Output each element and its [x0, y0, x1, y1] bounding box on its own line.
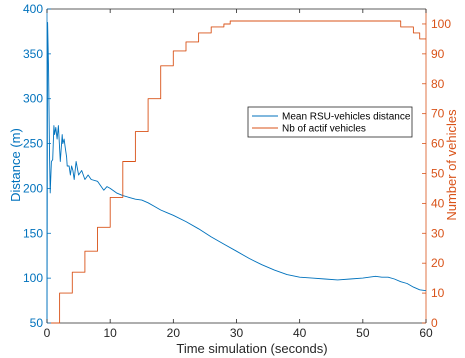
- legend: Mean RSU-vehicles distance Nb of actif v…: [247, 106, 413, 138]
- x-tick-label: 40: [293, 326, 307, 340]
- plot-background: [47, 9, 426, 323]
- left-tick-label: 250: [23, 137, 43, 151]
- left-tick-label: 300: [23, 92, 43, 106]
- right-tick-label: 30: [431, 226, 445, 240]
- right-tick-label: 90: [431, 47, 445, 61]
- left-tick-label: 200: [23, 181, 43, 195]
- legend-box: [247, 106, 413, 138]
- x-tick-label: 0: [44, 326, 51, 340]
- x-tick-label: 60: [419, 326, 433, 340]
- right-tick-label: 40: [431, 196, 445, 210]
- left-tick-label: 50: [30, 316, 44, 330]
- legend-label-vehicles: Nb of actif vehicles: [282, 124, 366, 135]
- right-tick-label: 60: [431, 137, 445, 151]
- left-tick-label: 400: [23, 2, 43, 16]
- x-tick-label: 10: [103, 326, 117, 340]
- right-tick-label: 80: [431, 77, 445, 91]
- series-line-vehicles: [47, 20, 426, 324]
- left-y-axis-label: Distance (m): [8, 128, 23, 202]
- series-line-distance: [46, 22, 427, 324]
- right-tick-label: 10: [431, 286, 445, 300]
- right-tick-label: 100: [431, 17, 451, 31]
- right-tick-label: 0: [431, 316, 438, 330]
- x-tick-label: 20: [167, 326, 181, 340]
- left-tick-label: 100: [23, 271, 43, 285]
- left-axis-ticks: 50 100 150 200 250 300 350 400: [23, 2, 51, 330]
- right-axis-ticks: 0 10 20 30 40 50 60 70 80 90 100: [422, 17, 451, 330]
- right-tick-label: 70: [431, 107, 445, 121]
- right-y-axis-label: Number of vehicles: [444, 109, 459, 221]
- x-tick-label: 50: [356, 326, 370, 340]
- left-tick-label: 150: [23, 226, 43, 240]
- x-axis-ticks: 0 10 20 30 40 50 60: [44, 9, 433, 340]
- x-axis-label: Time simulation (seconds): [176, 341, 327, 356]
- legend-label-distance: Mean RSU-vehicles distance: [282, 112, 411, 123]
- left-tick-label: 350: [23, 47, 43, 61]
- right-tick-label: 50: [431, 166, 445, 180]
- right-tick-label: 20: [431, 256, 445, 270]
- x-tick-label: 30: [230, 326, 244, 340]
- plot-area: [46, 8, 427, 324]
